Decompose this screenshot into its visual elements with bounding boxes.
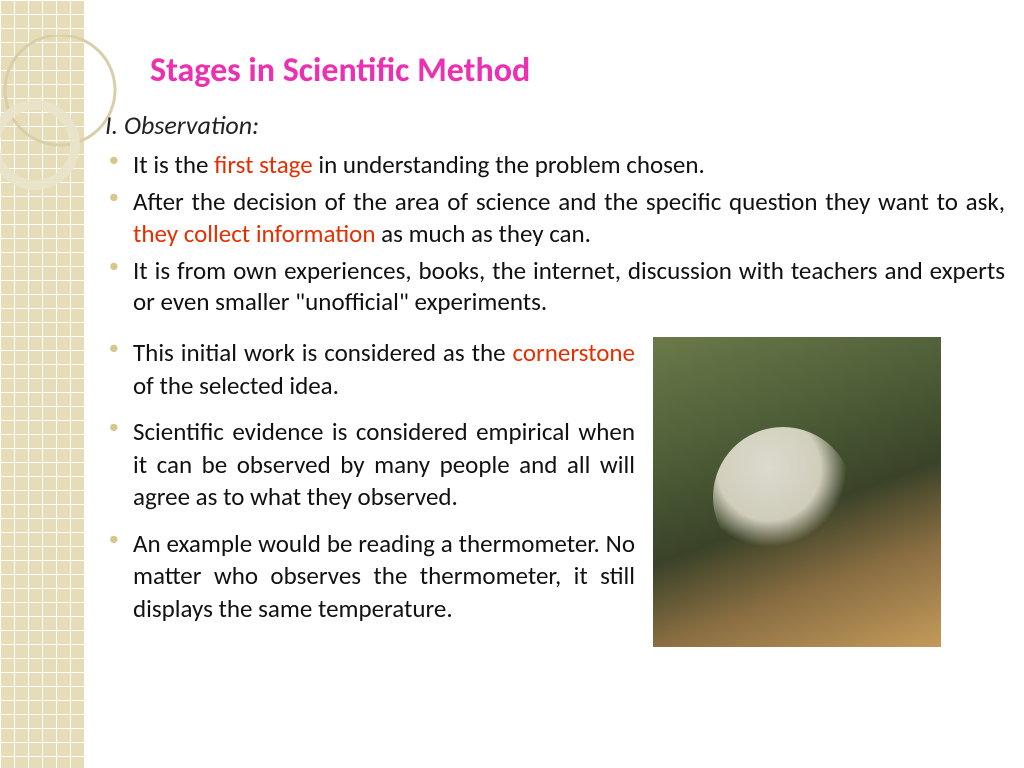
bullet-text: It is from own experiences, books, the i… (133, 255, 1005, 317)
bullet-item: It is the first stage in understanding t… (105, 149, 1005, 180)
lower-row: This initial work is considered as the c… (105, 337, 1005, 647)
bullet-item: It is from own experiences, books, the i… (105, 255, 1005, 318)
slide-content: Stages in Scientific Method I. Observati… (105, 50, 1005, 647)
left-bullet-list: This initial work is considered as the c… (105, 337, 635, 647)
bullet-text: in understanding the problem chosen. (313, 149, 705, 180)
bullet-text: of the selected idea. (133, 370, 339, 401)
bullet-text: It is the (133, 149, 214, 180)
highlight-text: first stage (214, 149, 313, 180)
bullet-item: This initial work is considered as the c… (105, 337, 635, 402)
bullet-item: After the decision of the area of scienc… (105, 186, 1005, 249)
bullet-text: as much as they can. (376, 218, 591, 249)
bullet-text: After the decision of the area of scienc… (133, 186, 1005, 217)
bullet-item: Scientific evidence is considered empiri… (105, 416, 635, 514)
slide-title: Stages in Scientific Method (150, 50, 1005, 91)
bullet-text: Scientific evidence is considered empiri… (133, 416, 635, 512)
bullet-text: An example would be reading a thermomete… (133, 528, 635, 624)
section-subtitle: I. Observation: (105, 109, 1005, 141)
observation-photo (653, 337, 941, 647)
highlight-text: they collect information (133, 218, 376, 249)
highlight-text: cornerstone (512, 337, 635, 368)
side-grid-pattern (0, 0, 85, 768)
top-bullet-list: It is the first stage in understanding t… (105, 149, 1005, 317)
bullet-item: An example would be reading a thermomete… (105, 528, 635, 626)
bullet-text: This initial work is considered as the (133, 337, 512, 368)
